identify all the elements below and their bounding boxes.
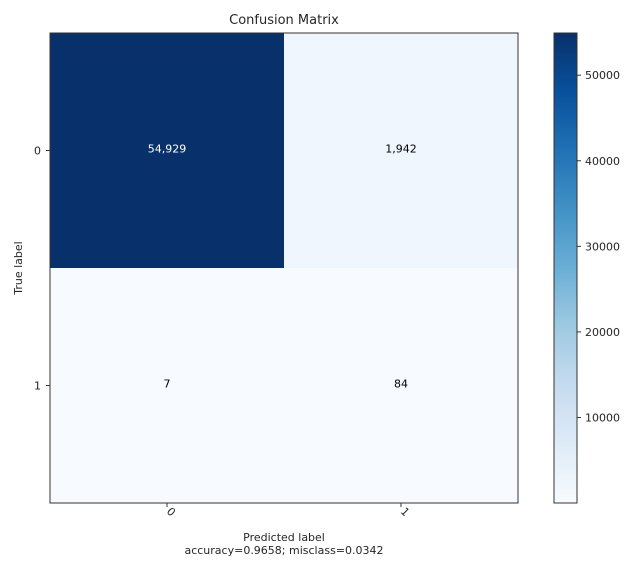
heatmap-cell	[284, 33, 518, 268]
y-axis-label: True label	[12, 241, 25, 295]
plot-frame	[49, 32, 519, 504]
colorbar-tick-label: 50000	[585, 69, 620, 82]
colorbar-tick-label: 30000	[585, 240, 620, 253]
cell-value-label: 84	[394, 378, 408, 391]
cell-value-label: 54,929	[148, 143, 187, 156]
colorbar-tick-label: 40000	[585, 155, 620, 168]
accuracy-note: accuracy=0.9658; misclass=0.0342	[184, 544, 383, 557]
colorbar-tick-label: 20000	[585, 326, 620, 339]
heatmap-cell	[50, 268, 284, 503]
cell-value-label: 1,942	[385, 143, 417, 156]
x-tick-label: 0	[164, 505, 178, 519]
heatmap-cells: 54,929 1,942 7 84	[50, 33, 518, 503]
chart-title: Confusion Matrix	[229, 13, 339, 28]
x-axis-label: Predicted label	[243, 531, 325, 544]
colorbar	[553, 32, 578, 504]
x-tick-label: 1	[398, 505, 412, 519]
y-tick-label: 1	[34, 380, 41, 393]
colorbar-tick-label: 10000	[585, 411, 620, 424]
cell-value-label: 7	[164, 378, 171, 391]
heatmap-cell	[284, 268, 518, 503]
y-tick-label: 0	[34, 145, 41, 158]
colorbar-ticks: 10000 20000 30000 40000 50000	[577, 69, 620, 424]
heatmap-cell	[50, 33, 284, 268]
